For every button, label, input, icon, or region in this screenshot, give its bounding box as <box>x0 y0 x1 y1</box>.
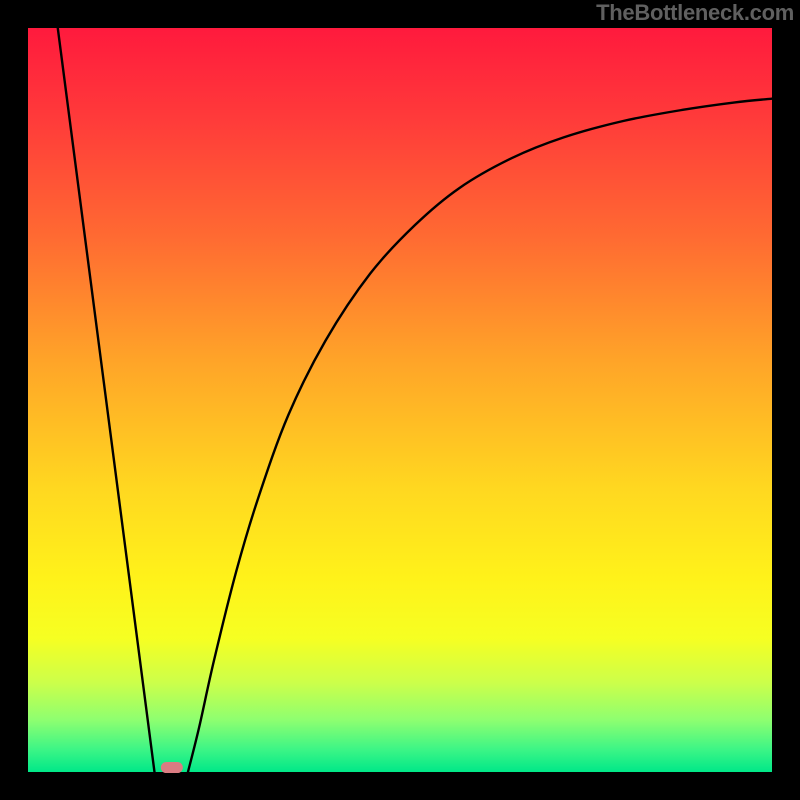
plot-area <box>28 28 772 772</box>
minimum-marker <box>160 762 182 774</box>
bottleneck-chart: TheBottleneck.com <box>0 0 800 800</box>
curve-overlay <box>28 28 772 772</box>
watermark-text: TheBottleneck.com <box>596 0 794 26</box>
